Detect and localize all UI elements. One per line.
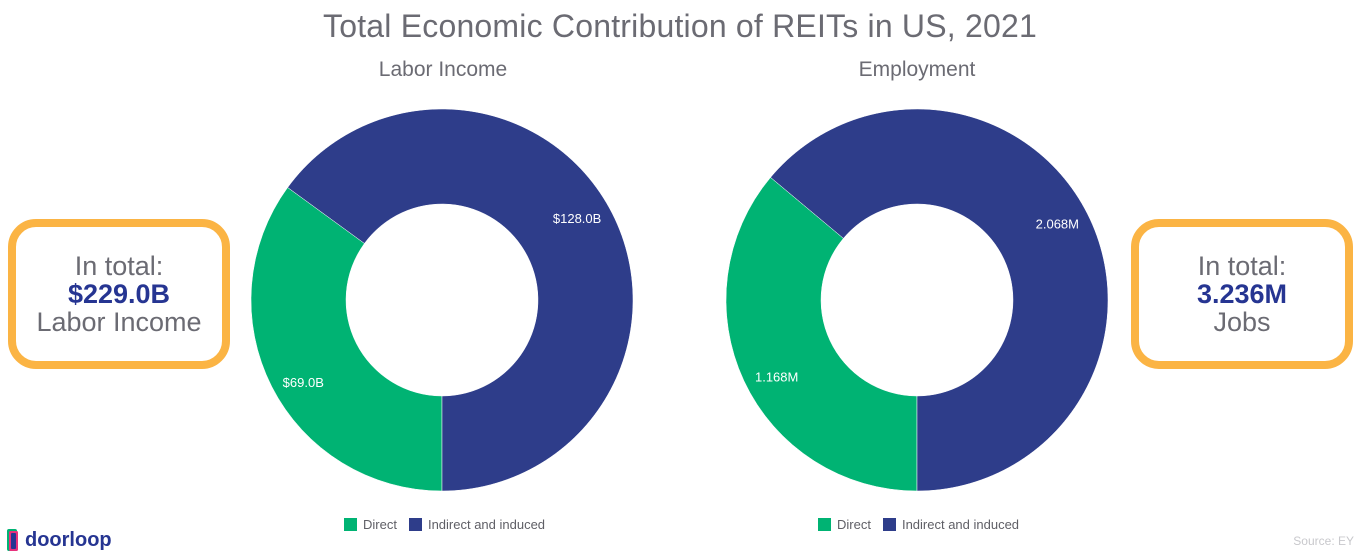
labor-slice-indirect[interactable] [287,108,634,492]
employment-donut: 1.168M 2.068M [725,108,1109,492]
labor-slice-direct[interactable] [250,187,443,492]
callout-left-value: $229.0B [67,279,171,309]
legend-item-indirect[interactable]: Indirect and induced [408,517,546,532]
legend-item-direct[interactable]: Direct [344,517,397,532]
callout-right-value: 3.236M [1196,279,1288,309]
employment-total-callout: In total: 3.236M Jobs [1131,219,1353,369]
employment-data-label-indirect: 2.068M [1036,216,1079,231]
labor-income-donut: $69.0B $128.0B [250,108,634,492]
labor-data-label-direct: $69.0B [283,375,324,390]
legend-swatch-direct [818,518,831,531]
legend-swatch-indirect [882,518,896,531]
employment-slice-direct[interactable] [725,177,918,492]
doorloop-logo-icon [7,529,18,551]
labor-income-title: Labor Income [378,58,508,81]
employment-legend: Direct Indirect and induced [818,517,1031,532]
legend-label-direct: Direct [837,517,871,532]
legend-swatch-indirect [408,518,422,531]
brand-logo: doorloop [6,528,112,552]
employment-data-label-direct: 1.168M [755,370,798,385]
callout-left-caption: Labor Income [36,307,202,337]
callout-right-caption: Jobs [1213,307,1271,337]
employment-title: Employment [858,58,976,81]
brand-name: doorloop [25,528,112,551]
legend-swatch-direct [344,518,357,531]
source-note: Source: EY [1293,534,1354,548]
legend-label-indirect: Indirect and induced [901,517,1020,532]
legend-label-direct: Direct [363,517,397,532]
callout-left-label: In total: [74,251,164,281]
labor-data-label-indirect: $128.0B [553,211,601,226]
legend-label-indirect: Indirect and induced [427,517,546,532]
labor-income-legend: Direct Indirect and induced [344,517,557,532]
legend-item-direct[interactable]: Direct [818,517,871,532]
labor-income-total-callout: In total: $229.0B Labor Income [8,219,230,369]
chart-title: Total Economic Contribution of REITs in … [323,8,1037,44]
legend-item-indirect[interactable]: Indirect and induced [882,517,1020,532]
callout-right-label: In total: [1197,251,1287,281]
employment-slice-indirect[interactable] [770,108,1109,492]
